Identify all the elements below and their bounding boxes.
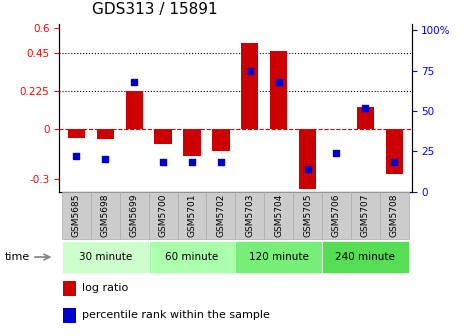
Bar (270, 51, 287, 129)
Point (246, 68, 254, 73)
Point (390, 160, 398, 165)
Bar (96, 129, 114, 139)
Text: GSM5704: GSM5704 (274, 193, 283, 237)
Bar (91, 193, 120, 239)
Text: log ratio: log ratio (82, 284, 128, 293)
Bar (212, 129, 229, 151)
Point (361, 105, 369, 110)
Bar (184, 129, 201, 156)
Bar (351, 193, 380, 239)
Bar (62, 241, 149, 273)
Text: GSM5698: GSM5698 (101, 193, 110, 237)
Bar (236, 241, 322, 273)
Bar (155, 129, 172, 144)
Point (275, 79, 282, 85)
Bar (385, 129, 403, 174)
Text: GSM5700: GSM5700 (158, 193, 167, 237)
Bar (293, 193, 322, 239)
Point (73, 153, 80, 159)
Bar (120, 193, 149, 239)
Bar (62, 193, 91, 239)
Bar (322, 241, 409, 273)
Bar (322, 193, 351, 239)
Text: 60 minute: 60 minute (166, 252, 219, 262)
Point (333, 150, 340, 156)
Bar (241, 43, 258, 129)
Text: GSM5699: GSM5699 (130, 193, 139, 237)
Bar (264, 193, 293, 239)
Text: GSM5701: GSM5701 (187, 193, 196, 237)
Bar (125, 91, 143, 129)
Text: 240 minute: 240 minute (335, 252, 395, 262)
Bar (206, 193, 235, 239)
Text: GSM5707: GSM5707 (361, 193, 370, 237)
Text: GSM5685: GSM5685 (72, 193, 81, 237)
Text: GSM5706: GSM5706 (332, 193, 341, 237)
Text: GSM5705: GSM5705 (303, 193, 312, 237)
Text: percentile rank within the sample: percentile rank within the sample (82, 310, 270, 320)
Point (102, 157, 109, 162)
Text: 120 minute: 120 minute (249, 252, 308, 262)
Bar (68, 129, 85, 138)
Bar (149, 193, 177, 239)
Bar (149, 241, 236, 273)
Text: time: time (5, 252, 30, 262)
Point (188, 160, 196, 165)
Text: GDS313 / 15891: GDS313 / 15891 (92, 2, 218, 17)
Text: GSM5702: GSM5702 (216, 193, 225, 237)
Bar (299, 129, 316, 189)
Bar (357, 107, 374, 129)
Point (131, 79, 138, 85)
Text: 30 minute: 30 minute (79, 252, 132, 262)
Bar (62, 308, 76, 323)
Point (217, 160, 225, 165)
Point (159, 160, 167, 165)
Bar (380, 193, 409, 239)
Bar (62, 281, 76, 296)
Bar (236, 193, 264, 239)
Bar (177, 193, 206, 239)
Point (304, 166, 311, 172)
Text: GSM5708: GSM5708 (390, 193, 399, 237)
Text: GSM5703: GSM5703 (245, 193, 254, 237)
